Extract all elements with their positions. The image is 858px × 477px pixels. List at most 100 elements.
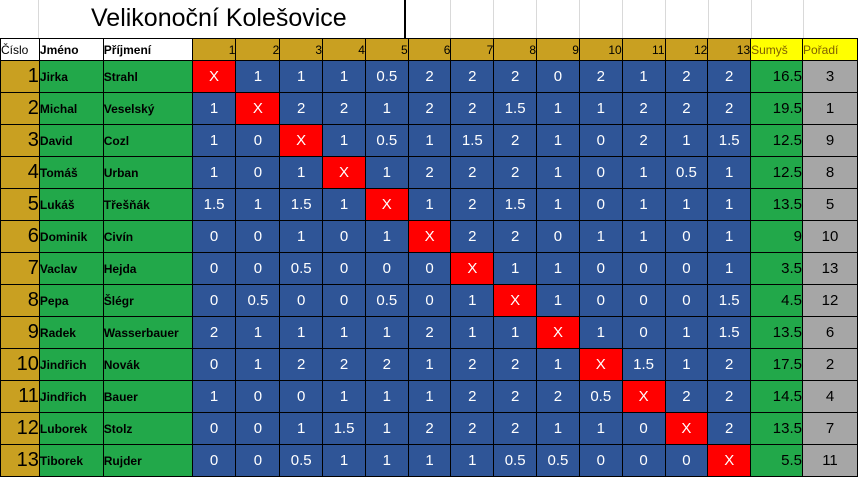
player-number[interactable]: 7 xyxy=(0,252,40,285)
header-col[interactable]: 9 xyxy=(536,38,580,61)
result-cell[interactable]: 2 xyxy=(621,92,666,125)
sum-cell[interactable]: 12.5 xyxy=(750,124,803,157)
result-cell[interactable]: 0 xyxy=(364,252,409,285)
self-match-cell[interactable]: X xyxy=(707,444,752,477)
result-cell[interactable]: 2 xyxy=(450,188,495,221)
sum-cell[interactable]: 14.5 xyxy=(750,380,803,413)
header-cislo[interactable]: Číslo xyxy=(0,38,40,61)
result-cell[interactable]: 2 xyxy=(364,348,409,381)
result-cell[interactable]: 2 xyxy=(279,348,324,381)
result-cell[interactable]: 0 xyxy=(279,284,324,317)
first-name[interactable]: Dominik xyxy=(38,220,104,253)
rank-cell[interactable]: 9 xyxy=(802,124,858,157)
result-cell[interactable]: 1 xyxy=(235,316,281,349)
first-name[interactable]: Jindřich xyxy=(38,348,104,381)
result-cell[interactable]: 2 xyxy=(493,124,538,157)
result-cell[interactable]: 1.5 xyxy=(279,188,324,221)
result-cell[interactable]: 1 xyxy=(191,124,237,157)
rank-cell[interactable]: 2 xyxy=(802,348,858,381)
result-cell[interactable]: 2 xyxy=(493,380,538,413)
result-cell[interactable]: 2 xyxy=(707,92,752,125)
result-cell[interactable]: 1 xyxy=(407,348,452,381)
result-cell[interactable]: 2 xyxy=(450,220,495,253)
result-cell[interactable]: 1 xyxy=(536,156,580,189)
result-cell[interactable]: 1 xyxy=(621,188,666,221)
first-name[interactable]: Luborek xyxy=(38,412,104,445)
sum-cell[interactable]: 5.5 xyxy=(750,444,803,477)
last-name[interactable]: Novák xyxy=(102,348,193,381)
result-cell[interactable]: 0 xyxy=(322,284,366,317)
result-cell[interactable]: 2 xyxy=(664,380,709,413)
rank-cell[interactable]: 10 xyxy=(802,220,858,253)
self-match-cell[interactable]: X xyxy=(450,252,495,285)
result-cell[interactable]: 1 xyxy=(493,252,538,285)
self-match-cell[interactable]: X xyxy=(279,124,324,157)
self-match-cell[interactable]: X xyxy=(235,92,281,125)
result-cell[interactable]: 1 xyxy=(536,252,580,285)
last-name[interactable]: Bauer xyxy=(102,380,193,413)
result-cell[interactable]: 2 xyxy=(664,60,709,93)
result-cell[interactable]: 0.5 xyxy=(364,60,409,93)
result-cell[interactable]: 0 xyxy=(536,60,580,93)
result-cell[interactable]: 1 xyxy=(364,220,409,253)
player-number[interactable]: 6 xyxy=(0,220,40,253)
result-cell[interactable]: 1 xyxy=(364,92,409,125)
result-cell[interactable]: 2 xyxy=(322,92,366,125)
sum-cell[interactable]: 16.5 xyxy=(750,60,803,93)
result-cell[interactable]: 0.5 xyxy=(279,252,324,285)
result-cell[interactable]: 2 xyxy=(578,60,623,93)
result-cell[interactable]: 0 xyxy=(191,252,237,285)
result-cell[interactable]: 1 xyxy=(322,60,366,93)
result-cell[interactable]: 1 xyxy=(364,380,409,413)
result-cell[interactable]: 0 xyxy=(578,252,623,285)
result-cell[interactable]: 1 xyxy=(450,284,495,317)
last-name[interactable]: Cozl xyxy=(102,124,193,157)
last-name[interactable]: Hejda xyxy=(102,252,193,285)
result-cell[interactable]: 1 xyxy=(664,124,709,157)
sum-cell[interactable]: 4.5 xyxy=(750,284,803,317)
result-cell[interactable]: 2 xyxy=(407,412,452,445)
result-cell[interactable]: 0.5 xyxy=(536,444,580,477)
last-name[interactable]: Šlégr xyxy=(102,284,193,317)
result-cell[interactable]: 0 xyxy=(235,444,281,477)
rank-cell[interactable]: 3 xyxy=(802,60,858,93)
self-match-cell[interactable]: X xyxy=(578,348,623,381)
result-cell[interactable]: 1.5 xyxy=(191,188,237,221)
result-cell[interactable]: 1 xyxy=(536,284,580,317)
self-match-cell[interactable]: X xyxy=(191,60,237,93)
self-match-cell[interactable]: X xyxy=(536,316,580,349)
result-cell[interactable]: 0 xyxy=(621,284,666,317)
player-number[interactable]: 3 xyxy=(0,124,40,157)
result-cell[interactable]: 1 xyxy=(536,124,580,157)
result-cell[interactable]: 0 xyxy=(235,124,281,157)
result-cell[interactable]: 0 xyxy=(407,284,452,317)
result-cell[interactable]: 1 xyxy=(407,188,452,221)
result-cell[interactable]: 0.5 xyxy=(578,380,623,413)
sum-cell[interactable]: 13.5 xyxy=(750,188,803,221)
last-name[interactable]: Třešňák xyxy=(102,188,193,221)
result-cell[interactable]: 1 xyxy=(450,316,495,349)
result-cell[interactable]: 1 xyxy=(407,124,452,157)
result-cell[interactable]: 2 xyxy=(407,156,452,189)
result-cell[interactable]: 1 xyxy=(578,92,623,125)
result-cell[interactable]: 1 xyxy=(707,220,752,253)
result-cell[interactable]: 0 xyxy=(235,220,281,253)
result-cell[interactable]: 0 xyxy=(279,380,324,413)
last-name[interactable]: Rujder xyxy=(102,444,193,477)
header-col[interactable]: 12 xyxy=(664,38,709,61)
rank-cell[interactable]: 8 xyxy=(802,156,858,189)
header-col[interactable]: 8 xyxy=(493,38,538,61)
result-cell[interactable]: 1 xyxy=(279,60,324,93)
result-cell[interactable]: 1 xyxy=(450,444,495,477)
result-cell[interactable]: 1 xyxy=(707,156,752,189)
result-cell[interactable]: 2 xyxy=(450,348,495,381)
result-cell[interactable]: 1 xyxy=(235,60,281,93)
result-cell[interactable]: 2 xyxy=(707,380,752,413)
result-cell[interactable]: 1 xyxy=(322,124,366,157)
last-name[interactable]: Wasserbauer xyxy=(102,316,193,349)
result-cell[interactable]: 2 xyxy=(664,92,709,125)
self-match-cell[interactable]: X xyxy=(407,220,452,253)
result-cell[interactable]: 1 xyxy=(364,156,409,189)
result-cell[interactable]: 1 xyxy=(621,156,666,189)
result-cell[interactable]: 2 xyxy=(322,348,366,381)
